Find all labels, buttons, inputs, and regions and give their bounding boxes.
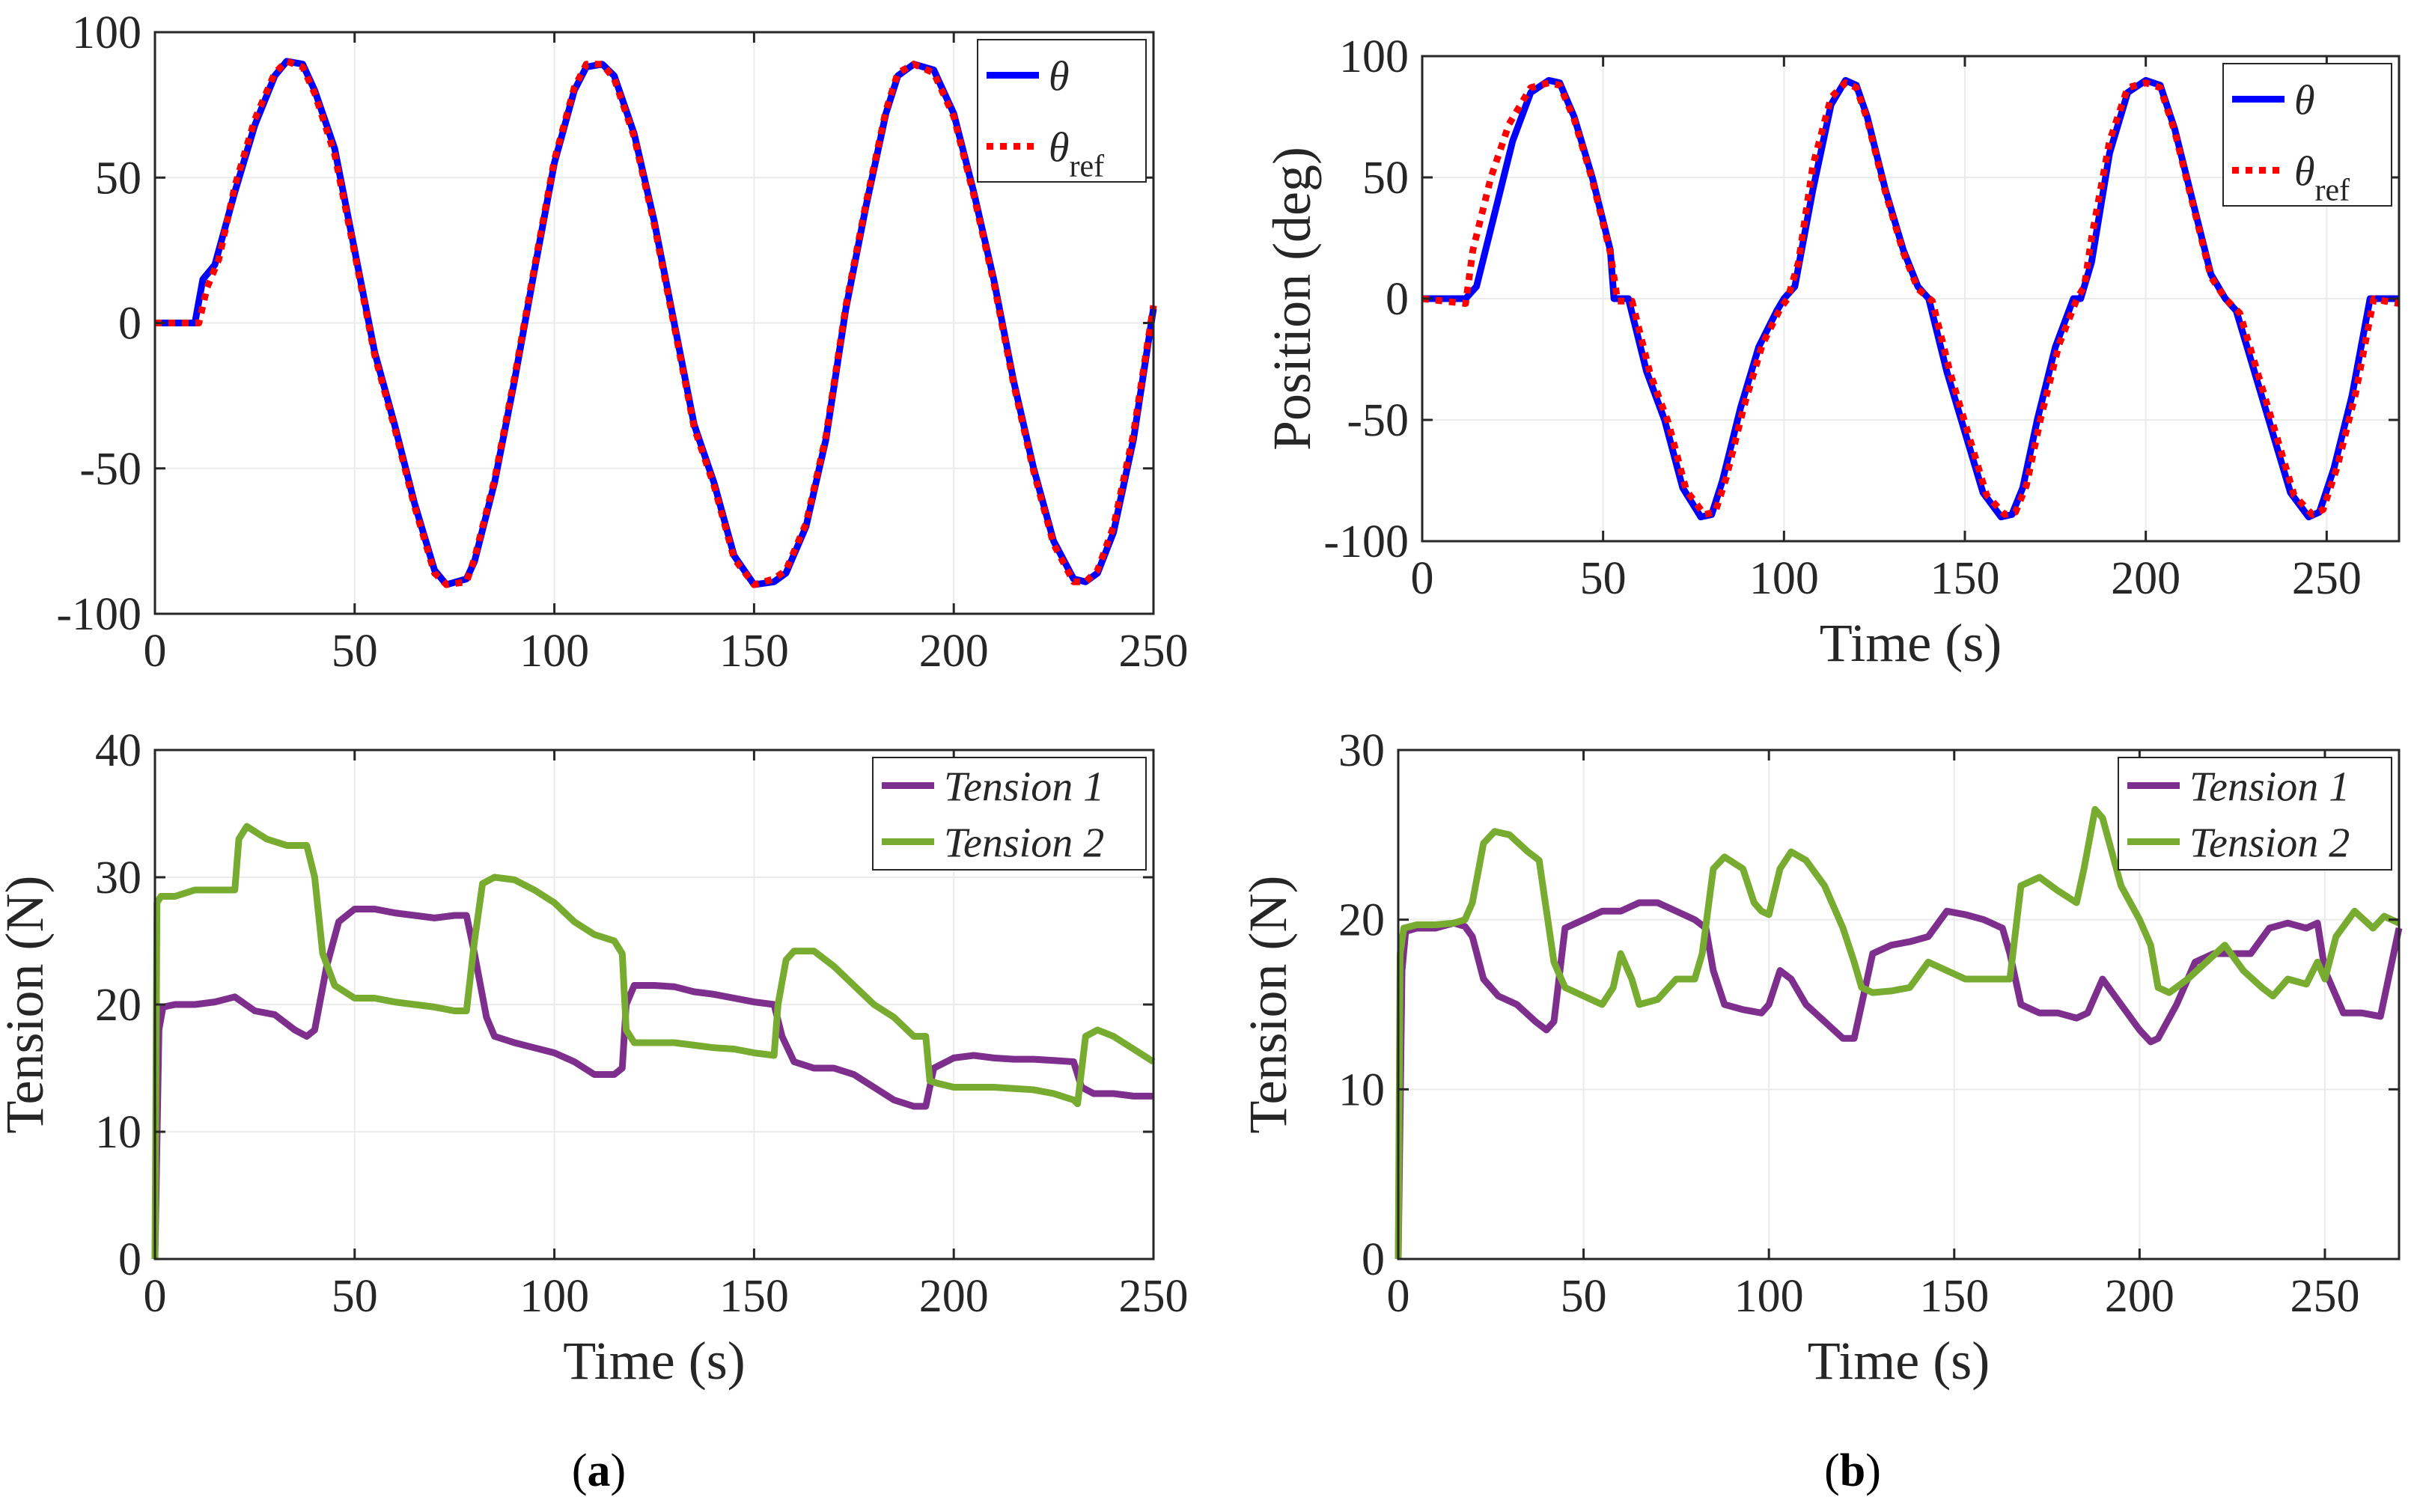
y-tick-label: 0: [118, 1234, 141, 1285]
x-tick-label: 250: [2290, 1271, 2359, 1322]
y-tick-label: 20: [1338, 895, 1385, 946]
x-tick-label: 150: [719, 626, 789, 677]
x-tick-label: 200: [919, 1271, 989, 1322]
legend: Tension 1 Tension 2: [872, 757, 1147, 871]
x-tick-label: 0: [144, 1271, 167, 1322]
y-tick-label: -50: [79, 444, 141, 495]
legend-box: [872, 757, 1147, 871]
legend: θ θref: [977, 39, 1147, 184]
x-tick-label: 200: [2105, 1271, 2174, 1322]
legend: Tension 1 Tension 2: [2118, 757, 2392, 871]
y-tick-label: 0: [118, 299, 141, 350]
x-tick-label: 0: [144, 626, 167, 677]
x-tick-label: 150: [1919, 1271, 1989, 1322]
x-tick-label: 50: [332, 626, 378, 677]
x-tick-label: 200: [919, 626, 989, 677]
y-axis-label: Position (deg): [1262, 147, 1322, 451]
legend-box: [2118, 757, 2392, 871]
legend-label: θref: [1049, 125, 1104, 184]
y-tick-label: 30: [1338, 725, 1385, 776]
x-tick-label: 0: [1411, 553, 1434, 604]
x-tick-label: 0: [1387, 1271, 1410, 1322]
caption-b: (b): [1824, 1445, 1881, 1496]
y-axis-label: Tension (N): [0, 876, 55, 1134]
x-tick-label: 50: [1580, 553, 1627, 604]
legend-label: Tension 1: [944, 764, 1104, 811]
y-tick-label: -50: [1347, 395, 1409, 446]
panel-a-position: 0 50 100 150 200 250 -100 -50 0 50 100 θ θref: [56, 7, 1188, 677]
y-tick-label: 100: [1339, 31, 1409, 82]
series-line-tension-2: [151, 823, 1156, 1260]
legend: θ θref: [2222, 63, 2392, 208]
y-tick-label: 50: [1362, 153, 1409, 204]
x-tick-label: 250: [1119, 626, 1189, 677]
panel-b-tension: 0 50 100 150 200 250 0 10 20 30 Time (s) Tension (N…: [1238, 725, 2403, 1391]
y-tick-label: 0: [1386, 274, 1409, 325]
series-line-tension-1: [151, 906, 1153, 1260]
x-axis-label: Time (s): [1808, 1331, 1990, 1391]
legend-box: [977, 39, 1147, 183]
y-tick-label: 10: [1338, 1064, 1385, 1115]
y-tick-label: 100: [72, 7, 141, 58]
y-tick-label: 30: [95, 853, 141, 903]
legend-label: θ: [2294, 78, 2315, 124]
legend-label: Tension 1: [2189, 764, 2350, 811]
legend-label: θ: [1049, 54, 1070, 100]
x-tick-label: 150: [719, 1271, 789, 1322]
legend-box: [2222, 63, 2392, 207]
x-tick-label: 100: [1749, 553, 1819, 604]
x-tick-label: 100: [519, 626, 589, 677]
y-tick-label: 50: [95, 153, 141, 204]
y-tick-label: -100: [1323, 516, 1409, 567]
x-tick-label: 100: [519, 1271, 589, 1322]
x-tick-label: 250: [1119, 1271, 1189, 1322]
legend-label: Tension 2: [2189, 820, 2350, 867]
x-tick-label: 200: [2111, 553, 2180, 604]
y-tick-label: 0: [1362, 1234, 1385, 1285]
caption-a: (a): [572, 1445, 626, 1496]
x-tick-label: 50: [1561, 1271, 1607, 1322]
x-axis-label: Time (s): [563, 1331, 745, 1391]
y-tick-label: -100: [56, 589, 141, 640]
legend-label: Tension 2: [944, 820, 1104, 867]
series-line-tension-2: [1395, 805, 2401, 1260]
x-tick-label: 100: [1734, 1271, 1804, 1322]
x-tick-label: 50: [332, 1271, 378, 1322]
series-line-θ-ref: [155, 58, 1157, 588]
panel-a-tension: 0 50 100 150 200 250 0 10 20 30 40 Time (s) Tension …: [0, 725, 1189, 1391]
series-line-θ: [155, 58, 1157, 588]
x-tick-label: 150: [1930, 553, 2000, 604]
y-tick-label: 10: [95, 1107, 141, 1158]
y-tick-label: 40: [95, 725, 141, 776]
x-tick-label: 250: [2292, 553, 2362, 604]
axes-box: [1397, 749, 2401, 1260]
y-axis-label: Tension (N): [1238, 876, 1298, 1134]
x-axis-label: Time (s): [1820, 613, 2002, 673]
legend-label: θref: [2294, 149, 2350, 208]
y-tick-label: 20: [95, 980, 141, 1031]
